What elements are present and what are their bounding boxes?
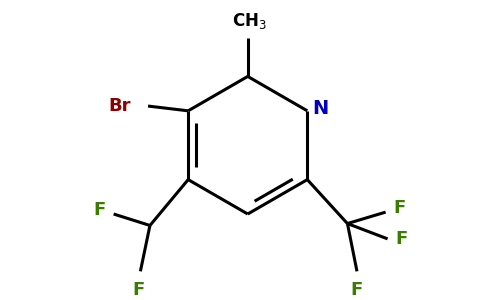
Text: F: F	[94, 201, 106, 219]
Text: Br: Br	[108, 97, 131, 115]
Text: F: F	[351, 281, 363, 299]
Text: N: N	[313, 99, 329, 119]
Text: CH$_3$: CH$_3$	[232, 11, 267, 31]
Text: F: F	[393, 199, 406, 217]
Text: F: F	[132, 281, 145, 299]
Text: F: F	[395, 230, 408, 248]
